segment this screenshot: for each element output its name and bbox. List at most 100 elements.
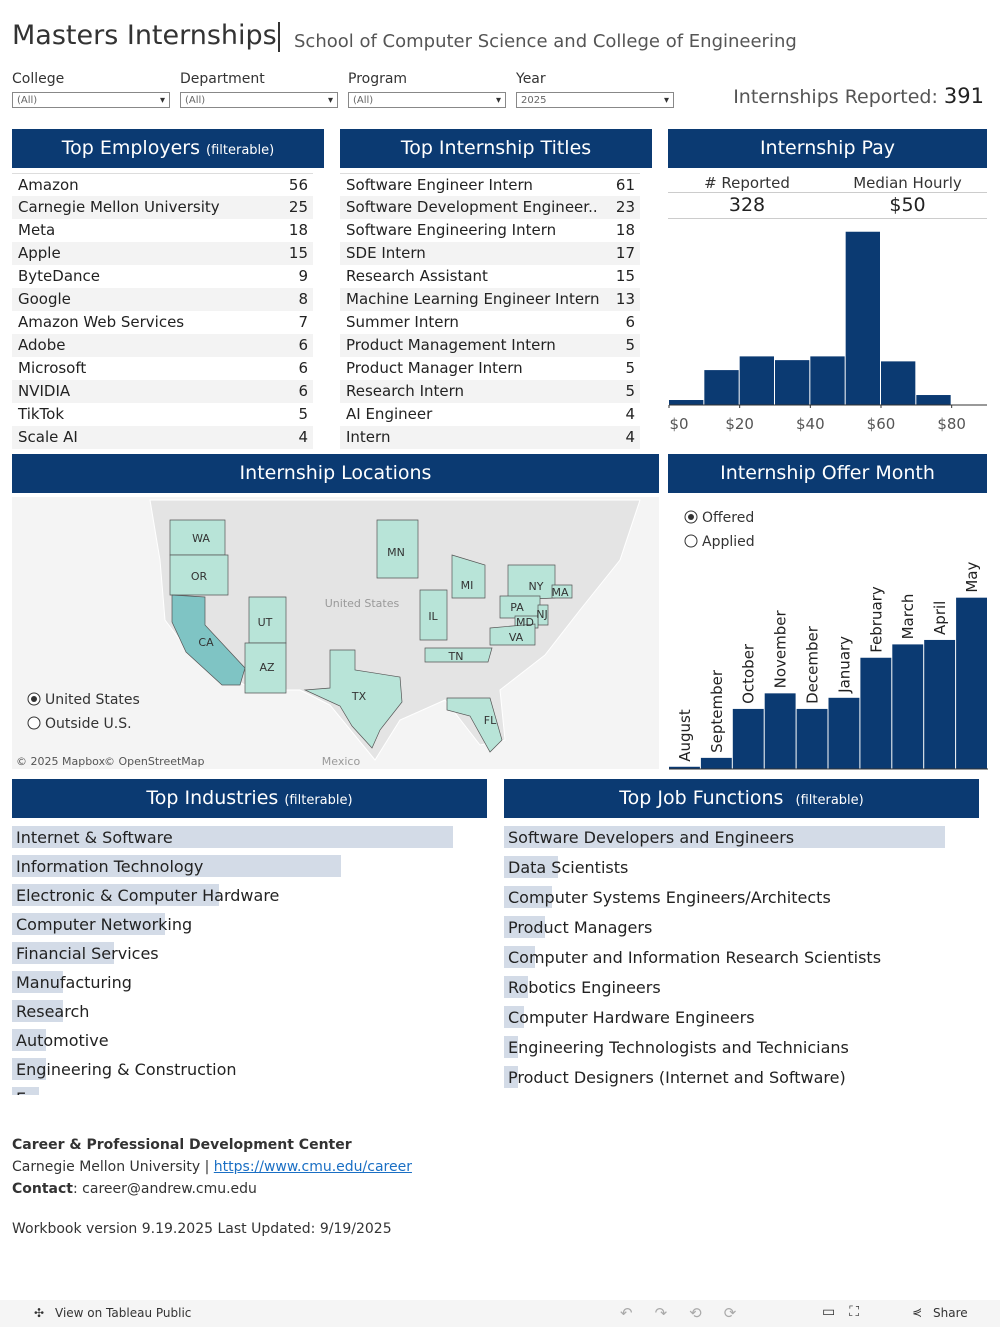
- toolbar-icons[interactable]: ▭⛶: [822, 1304, 874, 1320]
- country-label: United States: [325, 597, 400, 610]
- state-label: NJ: [536, 608, 547, 621]
- row-count: 5: [298, 405, 308, 423]
- footer: Career & Professional Development Center…: [12, 1134, 412, 1240]
- bar: [12, 1058, 46, 1080]
- radio-dot: [688, 514, 694, 520]
- row-name: Microsoft: [18, 359, 87, 377]
- row-count: 61: [615, 176, 635, 194]
- map: United States Mexico © 2025 Mapbox © Ope…: [12, 497, 659, 769]
- bar: [12, 1087, 40, 1095]
- row-count: 6: [298, 359, 308, 377]
- state: [171, 594, 246, 686]
- bar: [504, 916, 545, 938]
- bar: [12, 826, 454, 848]
- state: [424, 647, 493, 663]
- bar: [12, 1029, 46, 1051]
- histogram-bar: [704, 370, 739, 405]
- x-tick-label: $0: [669, 415, 688, 433]
- functions-note: (filterable): [795, 793, 864, 808]
- bar-label: Engineering Technologists and Technician…: [508, 1038, 849, 1057]
- table-row: Machine Learning Engineer Intern 13: [340, 288, 640, 311]
- employers-title: Top Employers: [61, 137, 200, 159]
- table-row: Amazon Web Services 7: [12, 311, 313, 334]
- radio[interactable]: [684, 534, 698, 548]
- state: [169, 554, 229, 596]
- histogram-bar: [775, 360, 810, 405]
- x-tick-label: $60: [867, 415, 896, 433]
- radio[interactable]: [27, 716, 41, 730]
- bar: [504, 856, 559, 878]
- category-label: April: [931, 601, 949, 635]
- table-row: Scale AI 4: [12, 426, 313, 449]
- state-label: CA: [198, 636, 214, 649]
- filter-label: Department: [180, 71, 265, 87]
- reported-value: 391: [943, 84, 984, 108]
- bar-label: Research: [16, 1002, 90, 1021]
- row-count: 25: [288, 198, 308, 216]
- footer-contact: : career@andrew.cmu.edu: [73, 1181, 257, 1197]
- title-divider: [278, 22, 280, 52]
- footer-link[interactable]: https://www.cmu.edu/career: [213, 1159, 412, 1175]
- row-name: NVIDIA: [18, 382, 71, 400]
- row-count: 18: [288, 221, 308, 239]
- bar: [892, 644, 924, 769]
- table-row: Amazon 56: [12, 173, 313, 197]
- state-label: MI: [461, 579, 474, 592]
- row-name: TikTok: [18, 405, 65, 423]
- bar: [860, 657, 892, 769]
- title: Masters Internships: [12, 20, 277, 51]
- filter-dropdown[interactable]: (All): [12, 92, 170, 109]
- row-name: Summer Intern: [346, 313, 459, 331]
- state-label: FL: [484, 714, 497, 727]
- row-name: Research Intern: [346, 382, 465, 400]
- row-count: 56: [288, 176, 308, 194]
- bar: [504, 1066, 518, 1088]
- reported: Internships Reported: 391: [733, 84, 984, 108]
- state-label: AZ: [259, 661, 275, 674]
- row-count: 9: [298, 267, 308, 285]
- bar-label: Data Scientists: [508, 858, 629, 877]
- share-button[interactable]: Share: [933, 1306, 968, 1320]
- tableau-icon: ✣: [34, 1306, 45, 1320]
- table-row: Summer Intern 6: [340, 311, 640, 334]
- bar: [504, 826, 946, 848]
- histogram-bar: [881, 361, 916, 405]
- credit: © OpenStreetMap: [104, 755, 205, 768]
- map-header: Internship Locations: [12, 454, 659, 493]
- row-count: 5: [625, 359, 635, 377]
- row-count: 6: [625, 313, 635, 331]
- view-button[interactable]: View on Tableau Public: [55, 1306, 192, 1320]
- filter-dropdown[interactable]: (All): [348, 92, 506, 109]
- footer-version: Workbook version 9.19.2025 Last Updated:…: [12, 1221, 392, 1237]
- table-row: SDE Intern 17: [340, 242, 640, 265]
- row-name: Product Management Intern: [346, 336, 556, 354]
- row-count: 18: [615, 221, 635, 239]
- functions-chart: Software Developers and Engineers Data Sc…: [504, 822, 979, 1095]
- credit: © 2025 Mapbox: [16, 755, 106, 768]
- table-row: Carnegie Mellon University 25: [12, 196, 313, 219]
- category-label: October: [740, 643, 758, 704]
- table-row: ByteDance 9: [12, 265, 313, 288]
- toolbar-icons[interactable]: ↶↷⟲⟳: [620, 1304, 759, 1322]
- table-row: Intern 4: [340, 426, 640, 449]
- filter-dropdown[interactable]: 2025: [516, 92, 674, 109]
- x-tick-label: $80: [937, 415, 966, 433]
- category-label: December: [804, 625, 822, 704]
- state-label: TX: [351, 690, 367, 703]
- row-count: 5: [625, 336, 635, 354]
- functions-title: Top Job Functions: [619, 787, 784, 809]
- filter-dropdown[interactable]: (All): [180, 92, 338, 109]
- reported-label: # Reported: [704, 174, 790, 192]
- bar: [924, 639, 956, 769]
- footer-university: Carnegie Mellon University |: [12, 1159, 210, 1175]
- x-tick-label: $40: [796, 415, 825, 433]
- bar-label: Computer Systems Engineers/Architects: [508, 888, 831, 907]
- row-count: 6: [298, 336, 308, 354]
- table-row: AI Engineer 4: [340, 403, 640, 426]
- bar: [12, 884, 219, 906]
- row-name: Meta: [18, 221, 56, 239]
- state-label: NY: [529, 580, 544, 593]
- bar-label: Information Technology: [16, 857, 204, 876]
- table-row: NVIDIA 6: [12, 380, 313, 403]
